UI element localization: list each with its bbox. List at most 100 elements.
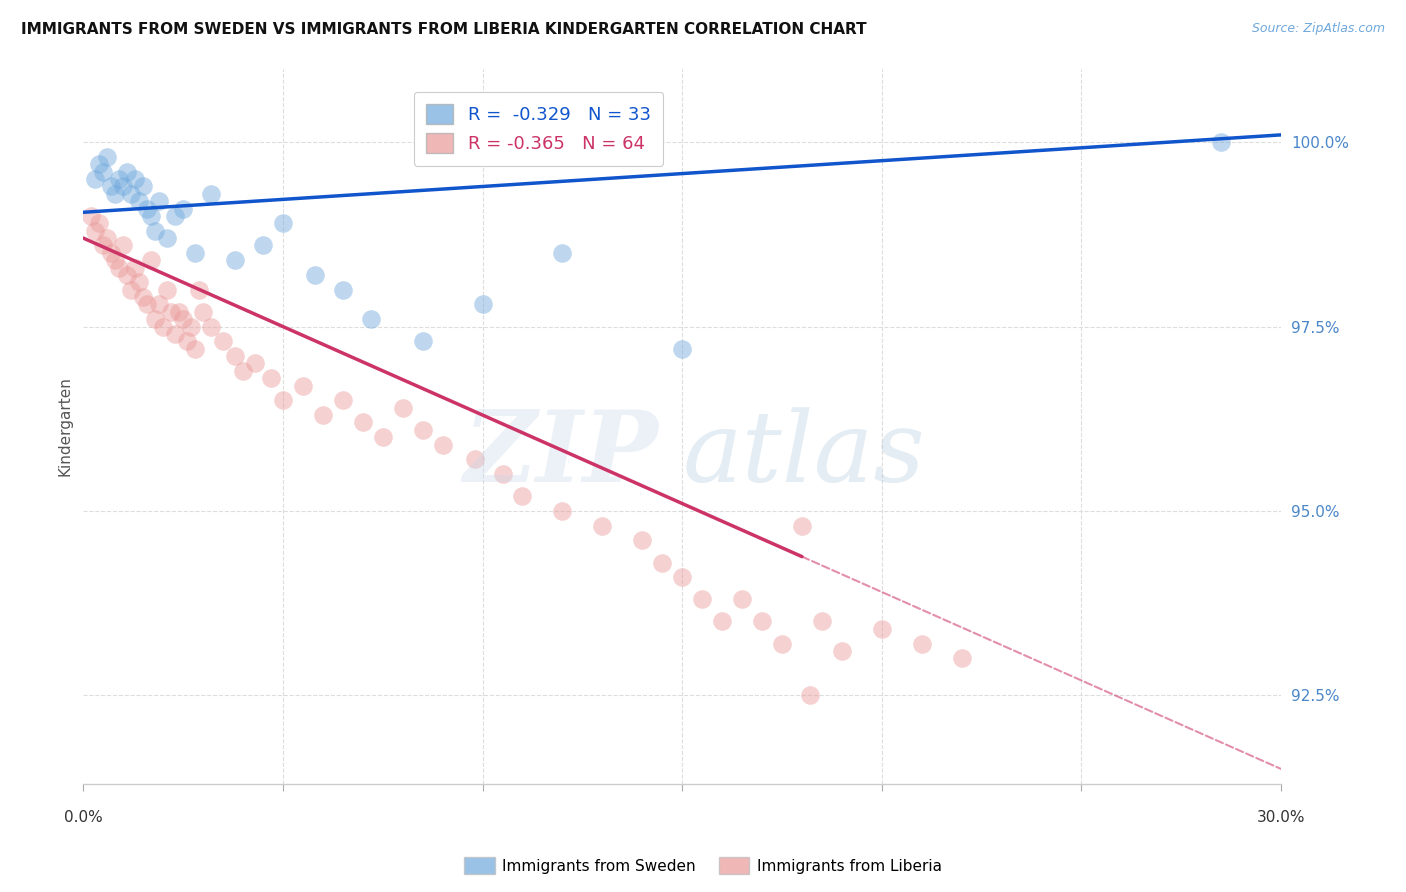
Point (260, 371, 283, 385)
Point (790, 518, 813, 533)
Point (148, 297, 170, 311)
Point (136, 202, 159, 216)
Point (176, 334, 198, 349)
Point (108, 172, 131, 186)
Point (172, 312, 194, 326)
Text: Source: ZipAtlas.com: Source: ZipAtlas.com (1251, 22, 1385, 36)
Point (141, 253, 163, 268)
Point (132, 179, 155, 194)
Point (96, 150, 118, 164)
Text: ZIP: ZIP (463, 407, 658, 503)
Point (751, 615, 773, 629)
Point (332, 393, 354, 408)
Point (160, 305, 183, 319)
Point (512, 489, 534, 503)
Point (172, 202, 194, 216)
Point (551, 504, 574, 518)
Point (115, 268, 138, 282)
Point (100, 179, 122, 194)
Point (128, 194, 150, 209)
Point (332, 283, 354, 297)
Point (91, 165, 114, 179)
Point (200, 319, 222, 334)
Point (491, 467, 513, 481)
Point (120, 283, 142, 297)
Point (591, 518, 613, 533)
Point (432, 437, 454, 451)
Point (143, 224, 166, 238)
Point (212, 334, 235, 349)
Point (165, 326, 187, 341)
Point (870, 622, 893, 636)
Point (80, 209, 103, 223)
Point (799, 688, 821, 702)
Point (252, 238, 274, 252)
Point (671, 570, 693, 584)
Legend: R =  -0.329   N = 33, R = -0.365   N = 64: R = -0.329 N = 33, R = -0.365 N = 64 (413, 92, 664, 166)
Point (165, 209, 187, 223)
Point (690, 592, 713, 607)
Text: 0.0%: 0.0% (63, 810, 103, 824)
Point (271, 216, 294, 230)
Point (112, 238, 135, 252)
Point (91, 238, 114, 252)
Point (191, 305, 214, 319)
Point (831, 644, 853, 658)
Legend: Immigrants from Sweden, Immigrants from Liberia: Immigrants from Sweden, Immigrants from … (458, 851, 948, 880)
Text: IMMIGRANTS FROM SWEDEN VS IMMIGRANTS FROM LIBERIA KINDERGARTEN CORRELATION CHART: IMMIGRANTS FROM SWEDEN VS IMMIGRANTS FRO… (21, 22, 866, 37)
Point (911, 637, 934, 651)
Point (391, 401, 413, 415)
Point (271, 393, 294, 408)
Point (136, 297, 159, 311)
Point (671, 342, 693, 356)
Point (167, 305, 190, 319)
Point (84, 224, 107, 238)
Point (464, 452, 486, 467)
Point (124, 172, 146, 186)
Point (104, 186, 127, 201)
Point (188, 283, 211, 297)
Point (224, 253, 246, 268)
Point (141, 209, 163, 223)
Point (89, 216, 111, 230)
Point (120, 186, 142, 201)
Point (152, 319, 174, 334)
Point (412, 423, 434, 437)
Point (180, 319, 202, 334)
Point (156, 283, 179, 297)
Point (950, 651, 973, 665)
Point (291, 378, 314, 392)
Point (243, 356, 266, 370)
Point (184, 342, 207, 356)
Point (412, 334, 434, 349)
Point (112, 179, 135, 194)
Point (156, 231, 179, 245)
Point (224, 349, 246, 363)
Point (96, 231, 118, 245)
Y-axis label: Kindergarten: Kindergarten (58, 376, 72, 476)
Text: 30.0%: 30.0% (1257, 810, 1305, 824)
Point (108, 260, 131, 275)
Point (132, 290, 155, 304)
Text: atlas: atlas (682, 407, 925, 502)
Point (631, 533, 654, 548)
Point (100, 245, 122, 260)
Point (1211, 135, 1233, 149)
Point (651, 556, 673, 570)
Point (770, 637, 793, 651)
Point (200, 186, 222, 201)
Point (104, 253, 127, 268)
Point (811, 615, 834, 629)
Point (143, 312, 166, 326)
Point (352, 416, 374, 430)
Point (731, 592, 754, 607)
Point (711, 615, 734, 629)
Point (184, 245, 207, 260)
Point (360, 312, 382, 326)
Point (471, 297, 494, 311)
Point (551, 245, 574, 260)
Point (304, 268, 326, 282)
Point (84, 172, 107, 186)
Point (115, 165, 138, 179)
Point (89, 157, 111, 171)
